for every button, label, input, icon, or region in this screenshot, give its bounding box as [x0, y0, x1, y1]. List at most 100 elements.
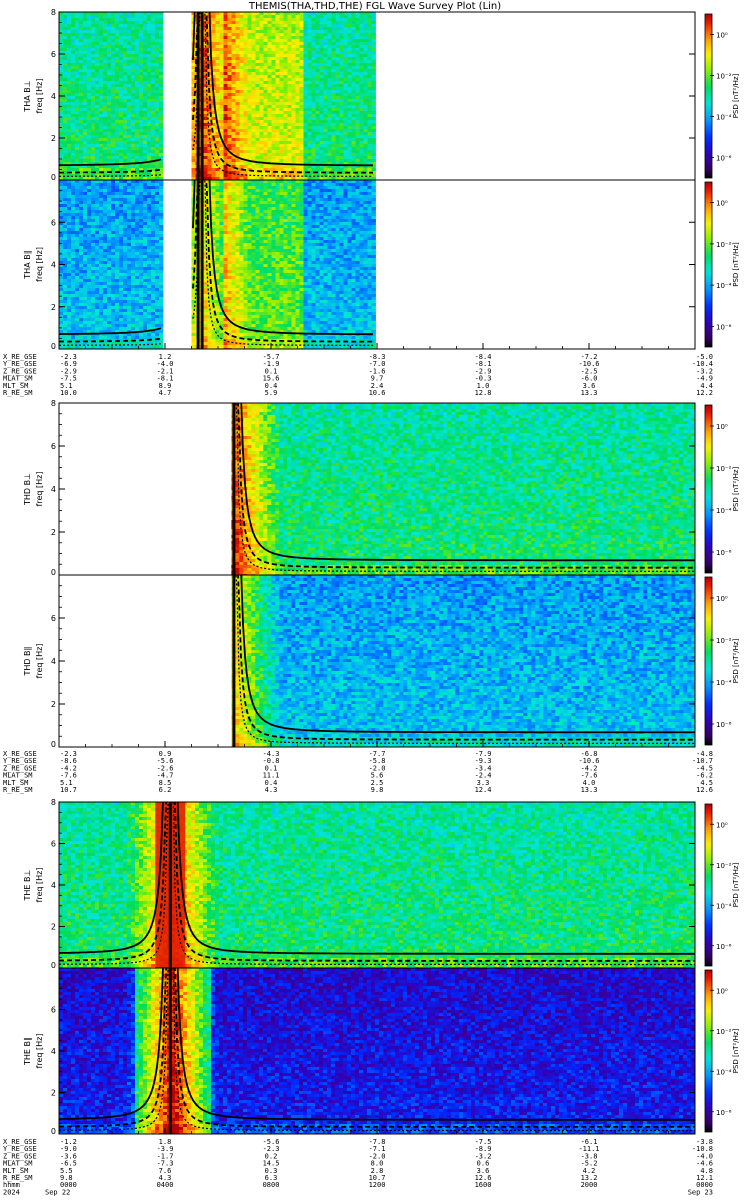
spectrogram-cell: [139, 168, 144, 172]
spectrogram-cell: [219, 60, 224, 64]
spectrogram-cell: [251, 105, 256, 109]
spectrogram-cell: [331, 51, 336, 55]
spectrogram-cell: [91, 108, 96, 112]
spectrogram-cell: [371, 60, 376, 64]
spectrogram-cell: [103, 333, 108, 337]
spectrogram-cell: [71, 21, 76, 25]
spectrogram-cell: [231, 12, 236, 16]
spectrogram-cell: [339, 141, 344, 145]
spectrogram-cell: [111, 45, 116, 49]
spectrogram-cell: [339, 36, 344, 40]
spectrogram-cell: [243, 156, 248, 160]
spectrogram-cell: [323, 36, 328, 40]
spectrogram-cell: [255, 27, 260, 31]
spectrogram-cell: [355, 87, 360, 91]
spectrogram-cell: [135, 150, 140, 154]
spectrogram-cell: [95, 99, 100, 103]
spectrogram-cell: [323, 27, 328, 31]
spectrogram-cell: [367, 114, 372, 118]
spectrogram-cell: [267, 126, 272, 130]
spectrogram-cell: [307, 48, 312, 52]
spectrogram-cell: [303, 81, 308, 85]
spectrogram-cell: [111, 243, 116, 247]
spectrogram-cell: [67, 330, 72, 334]
spectrogram-cell: [331, 150, 336, 154]
spectrogram-cell: [99, 156, 104, 160]
spectrogram-cell: [103, 285, 108, 289]
spectrogram-cell: [131, 126, 136, 130]
spectrogram-cell: [103, 237, 108, 241]
spectrogram-cell: [251, 18, 256, 22]
spectrogram-cell: [319, 159, 324, 163]
spectrogram-cell: [215, 114, 220, 118]
spectrogram-cell: [207, 129, 212, 133]
spectrogram-cell: [343, 90, 348, 94]
spectrogram-cell: [307, 21, 312, 25]
spectrogram-cell: [91, 87, 96, 91]
spectrogram-cell: [223, 78, 228, 82]
spectrogram-cell: [359, 105, 364, 109]
spectrogram-cell: [115, 144, 120, 148]
spectrogram-cell: [307, 162, 312, 166]
spectrogram-cell: [107, 192, 112, 196]
spectrogram-cell: [235, 162, 240, 166]
spectrogram-cell: [207, 168, 212, 172]
spectrogram-cell: [307, 90, 312, 94]
spectrogram-cell: [227, 36, 232, 40]
spectrogram-cell: [275, 129, 280, 133]
spectrogram-cell: [75, 267, 80, 271]
spectrogram-cell: [103, 66, 108, 70]
spectrogram-cell: [99, 207, 104, 211]
spectrogram-cell: [119, 108, 124, 112]
spectrogram-cell: [319, 132, 324, 136]
spectrogram-cell: [251, 21, 256, 25]
spectrogram-cell: [135, 63, 140, 67]
spectrogram-cell: [259, 51, 264, 55]
spectrogram-cell: [287, 57, 292, 61]
spectrogram-cell: [115, 177, 120, 180]
spectrogram-cell: [127, 111, 132, 115]
spectrogram-cell: [219, 141, 224, 145]
spectrogram-cell: [111, 183, 116, 187]
spectrogram-cell: [219, 123, 224, 127]
spectrogram-cell: [91, 81, 96, 85]
spectrogram-cell: [323, 24, 328, 28]
spectrogram-cell: [107, 213, 112, 217]
spectrogram-cell: [147, 36, 152, 40]
spectrogram-cell: [95, 168, 100, 172]
spectrogram-cell: [79, 267, 84, 271]
spectrogram-cell: [307, 141, 312, 145]
spectrogram-cell: [71, 321, 76, 325]
spectrogram-cell: [359, 45, 364, 49]
spectrogram-cell: [295, 117, 300, 121]
spectrogram-cell: [367, 108, 372, 112]
spectrogram-cell: [83, 36, 88, 40]
spectrogram-cell: [151, 42, 156, 46]
spectrogram-cell: [363, 48, 368, 52]
spectrogram-cell: [275, 78, 280, 82]
spectrogram-cell: [295, 81, 300, 85]
spectrogram-cell: [71, 336, 76, 340]
spectrogram-cell: [79, 264, 84, 268]
spectrogram-cell: [159, 78, 164, 82]
spectrogram-cell: [315, 150, 320, 154]
spectrogram-cell: [231, 84, 236, 88]
spectrogram-cell: [127, 171, 132, 175]
spectrogram-cell: [115, 297, 120, 301]
spectrogram-cell: [79, 168, 84, 172]
spectrogram-cell: [295, 99, 300, 103]
spectrogram-cell: [79, 90, 84, 94]
spectrogram-cell: [139, 159, 144, 163]
spectrogram-cell: [143, 57, 148, 61]
spectrogram-cell: [87, 180, 92, 184]
spectrogram-cell: [279, 150, 284, 154]
spectrogram-cell: [323, 114, 328, 118]
spectrogram-cell: [239, 24, 244, 28]
spectrogram-cell: [347, 72, 352, 76]
spectrogram-cell: [107, 45, 112, 49]
spectrogram-cell: [95, 273, 100, 277]
spectrogram-cell: [291, 33, 296, 37]
spectrogram-cell: [63, 144, 68, 148]
spectrogram-cell: [135, 144, 140, 148]
spectrogram-cell: [331, 63, 336, 67]
